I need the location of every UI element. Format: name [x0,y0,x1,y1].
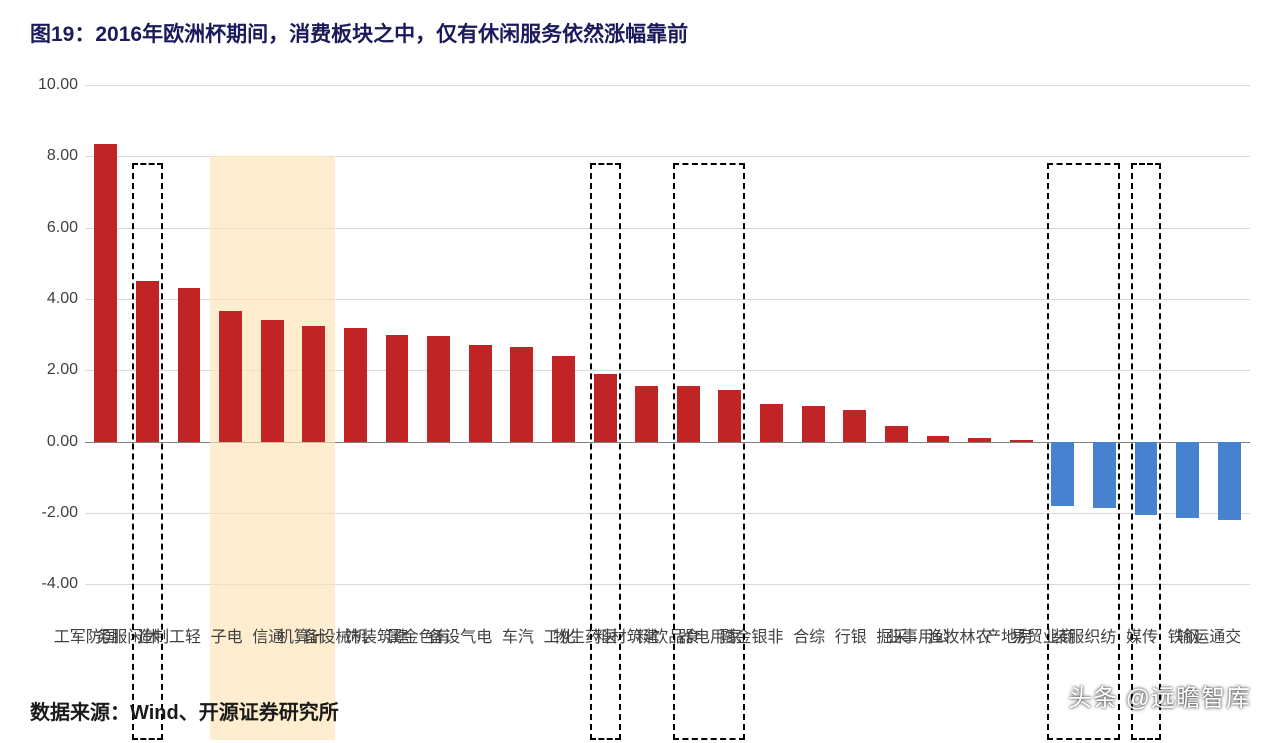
y-tick-label: 4.00 [23,290,78,308]
bar [552,356,575,442]
y-tick-label: -4.00 [23,575,78,593]
bar [1218,442,1241,520]
chart-title: 图19：2016年欧洲杯期间，消费板块之中，仅有休闲服务依然涨幅靠前 [30,18,688,48]
bar [510,347,533,442]
dashed-highlight-box [590,163,621,740]
bar [344,328,367,442]
highlight-band [210,156,335,740]
bar [302,326,325,442]
dashed-highlight-box [1131,163,1162,740]
x-tick-label: 电气设备 [471,628,489,643]
bar [261,320,284,441]
dashed-highlight-box [1047,163,1119,740]
y-tick-label: 0.00 [23,433,78,451]
x-tick-label: 综合 [804,628,822,643]
watermark: 头条 @远瞻智库 [1068,678,1251,713]
bar [1176,442,1199,519]
bar [802,406,825,442]
bar [885,426,908,442]
bar [968,438,991,442]
y-tick-label: 2.00 [23,361,78,379]
bar [427,336,450,441]
source-caption: 数据来源：Wind、开源证券研究所 [30,696,339,725]
x-tick-label: 轻工制造 [180,628,198,643]
y-tick-label: 10.00 [23,76,78,94]
y-tick-label: -2.00 [23,504,78,522]
gridline [85,85,1250,86]
y-tick-label: 6.00 [23,219,78,237]
x-tick-label: 银行 [846,628,864,643]
bar [927,436,950,441]
bar [760,404,783,441]
bar [386,335,409,442]
x-tick-label: 汽车 [513,628,531,643]
chart-container: -4.00-2.000.002.004.006.008.0010.00国防军工休… [30,60,1250,700]
bar [178,288,201,441]
bar [843,410,866,442]
dashed-highlight-box [673,163,745,740]
x-tick-label: 交通运输 [1220,628,1238,643]
y-tick-label: 8.00 [23,147,78,165]
x-tick-label: 非银金融 [763,628,781,643]
plot-area: -4.00-2.000.002.004.006.008.0010.00国防军工休… [85,85,1250,620]
bar [469,345,492,441]
bar [219,311,242,441]
bar [635,386,658,441]
x-tick-label: 电子 [222,628,240,643]
dashed-highlight-box [132,163,163,740]
bar [1010,440,1033,442]
bar [94,144,117,442]
